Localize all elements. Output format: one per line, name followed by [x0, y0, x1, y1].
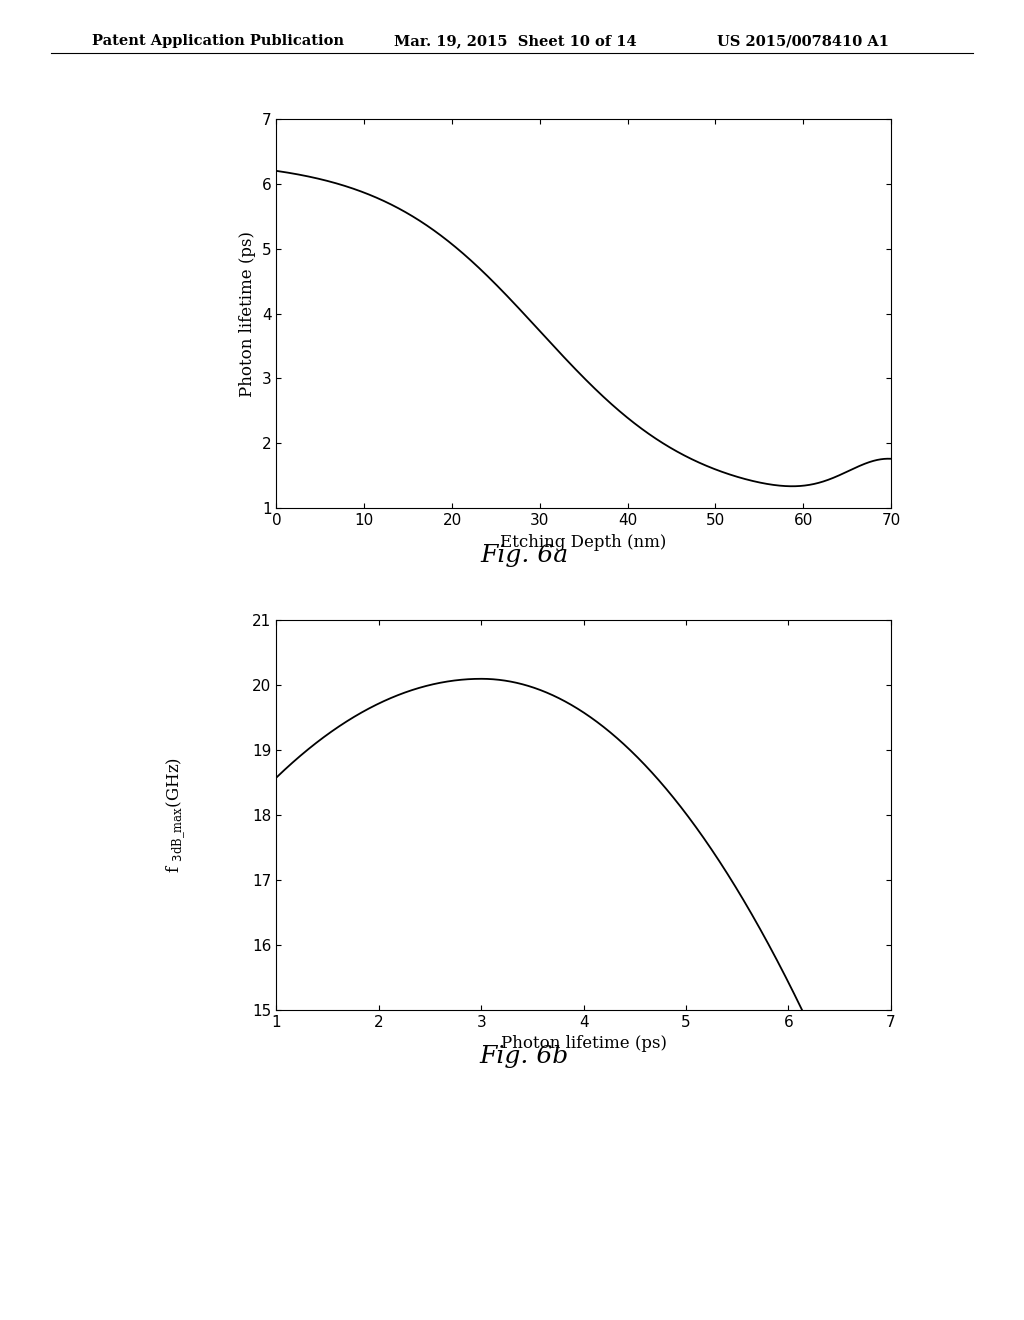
- Text: Fig. 6b: Fig. 6b: [479, 1045, 569, 1068]
- Text: f $_{3\mathregular{dB\_max}}$(GHz): f $_{3\mathregular{dB\_max}}$(GHz): [164, 758, 186, 873]
- X-axis label: Photon lifetime (ps): Photon lifetime (ps): [501, 1035, 667, 1052]
- Y-axis label: Photon lifetime (ps): Photon lifetime (ps): [240, 231, 256, 396]
- X-axis label: Etching Depth (nm): Etching Depth (nm): [501, 533, 667, 550]
- Text: Patent Application Publication: Patent Application Publication: [92, 34, 344, 49]
- Text: Fig. 6a: Fig. 6a: [480, 544, 568, 566]
- Text: Mar. 19, 2015  Sheet 10 of 14: Mar. 19, 2015 Sheet 10 of 14: [394, 34, 637, 49]
- Text: US 2015/0078410 A1: US 2015/0078410 A1: [717, 34, 889, 49]
